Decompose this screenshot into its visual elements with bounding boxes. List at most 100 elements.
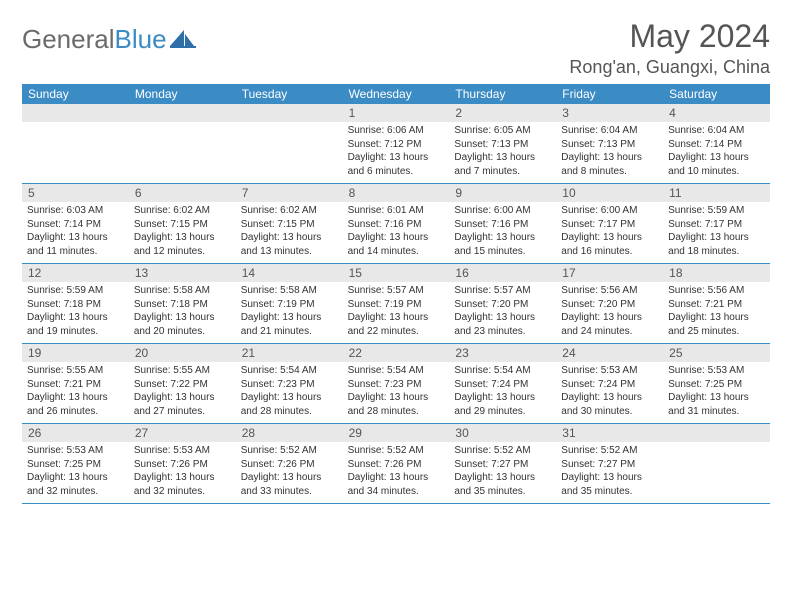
day-cell-line: and 30 minutes. — [561, 405, 658, 419]
day-cell: Sunrise: 5:55 AMSunset: 7:21 PMDaylight:… — [22, 362, 129, 423]
day-number: 6 — [129, 184, 236, 202]
day-cell-line: Daylight: 13 hours — [561, 151, 658, 165]
day-cell-line: Sunset: 7:17 PM — [668, 218, 765, 232]
day-cell-line: and 35 minutes. — [561, 485, 658, 499]
day-cell-line: and 26 minutes. — [27, 405, 124, 419]
day-cell-line: Sunrise: 5:52 AM — [241, 444, 338, 458]
day-cell-line: Daylight: 13 hours — [27, 471, 124, 485]
day-cell-line: and 19 minutes. — [27, 325, 124, 339]
day-cell-line: and 22 minutes. — [348, 325, 445, 339]
day-cell-line: Sunset: 7:15 PM — [134, 218, 231, 232]
day-cell-line: Daylight: 13 hours — [561, 231, 658, 245]
daynum-row: 19202122232425 — [22, 344, 770, 362]
day-cell: Sunrise: 5:55 AMSunset: 7:22 PMDaylight:… — [129, 362, 236, 423]
day-cell-line: Daylight: 13 hours — [454, 391, 551, 405]
day-cell: Sunrise: 5:59 AMSunset: 7:18 PMDaylight:… — [22, 282, 129, 343]
day-header-sun: Sunday — [22, 84, 129, 104]
day-cell-line: Sunrise: 6:06 AM — [348, 124, 445, 138]
day-cell: Sunrise: 5:59 AMSunset: 7:17 PMDaylight:… — [663, 202, 770, 263]
weeks-container: 1234Sunrise: 6:06 AMSunset: 7:12 PMDayli… — [22, 104, 770, 504]
day-number: 4 — [663, 104, 770, 122]
week-block: 1234Sunrise: 6:06 AMSunset: 7:12 PMDayli… — [22, 104, 770, 184]
day-cell: Sunrise: 5:52 AMSunset: 7:26 PMDaylight:… — [343, 442, 450, 503]
day-cell: Sunrise: 5:56 AMSunset: 7:21 PMDaylight:… — [663, 282, 770, 343]
day-cell-line: Daylight: 13 hours — [241, 471, 338, 485]
day-cell: Sunrise: 5:58 AMSunset: 7:18 PMDaylight:… — [129, 282, 236, 343]
day-cell: Sunrise: 5:52 AMSunset: 7:26 PMDaylight:… — [236, 442, 343, 503]
day-cell-line: Sunset: 7:27 PM — [454, 458, 551, 472]
day-header-wed: Wednesday — [343, 84, 450, 104]
day-cell-line: and 7 minutes. — [454, 165, 551, 179]
day-cell-line: and 35 minutes. — [454, 485, 551, 499]
day-cell-line: Sunrise: 5:54 AM — [241, 364, 338, 378]
day-cell-line: Sunrise: 5:58 AM — [134, 284, 231, 298]
day-cell-line: Daylight: 13 hours — [348, 311, 445, 325]
day-cell-line: and 8 minutes. — [561, 165, 658, 179]
day-number: 11 — [663, 184, 770, 202]
day-number: 29 — [343, 424, 450, 442]
day-number: 12 — [22, 264, 129, 282]
day-cell-line: Daylight: 13 hours — [561, 311, 658, 325]
day-cell-line: Sunrise: 5:57 AM — [348, 284, 445, 298]
day-cell-line: Daylight: 13 hours — [454, 151, 551, 165]
day-cell: Sunrise: 6:01 AMSunset: 7:16 PMDaylight:… — [343, 202, 450, 263]
day-cell-line: Sunrise: 6:04 AM — [561, 124, 658, 138]
day-cell-line: and 28 minutes. — [241, 405, 338, 419]
day-cell-line: and 33 minutes. — [241, 485, 338, 499]
day-header-fri: Friday — [556, 84, 663, 104]
day-cell-line: Daylight: 13 hours — [241, 391, 338, 405]
day-cell-line: Sunrise: 5:52 AM — [348, 444, 445, 458]
day-cell-line: and 27 minutes. — [134, 405, 231, 419]
day-cell-line: Sunset: 7:25 PM — [668, 378, 765, 392]
day-cell-line: Sunrise: 6:00 AM — [454, 204, 551, 218]
sail-icon — [170, 24, 196, 55]
day-cell-line: Daylight: 13 hours — [134, 471, 231, 485]
day-number: 16 — [449, 264, 556, 282]
day-cell-line: Sunrise: 5:55 AM — [27, 364, 124, 378]
day-cell-line: and 23 minutes. — [454, 325, 551, 339]
day-cell: Sunrise: 6:02 AMSunset: 7:15 PMDaylight:… — [236, 202, 343, 263]
day-number: 8 — [343, 184, 450, 202]
day-cell-line: Sunrise: 5:52 AM — [454, 444, 551, 458]
day-cell-line: Sunrise: 6:04 AM — [668, 124, 765, 138]
day-number: 1 — [343, 104, 450, 122]
daynum-row: 262728293031 — [22, 424, 770, 442]
day-cell-line: Sunrise: 6:05 AM — [454, 124, 551, 138]
day-number: 27 — [129, 424, 236, 442]
day-cell-line: Sunrise: 6:03 AM — [27, 204, 124, 218]
day-number — [663, 424, 770, 442]
day-cell-line: Sunset: 7:20 PM — [454, 298, 551, 312]
day-cell: Sunrise: 6:04 AMSunset: 7:14 PMDaylight:… — [663, 122, 770, 183]
day-number: 3 — [556, 104, 663, 122]
daynum-row: 1234 — [22, 104, 770, 122]
day-number: 13 — [129, 264, 236, 282]
day-cell-line: Sunset: 7:24 PM — [454, 378, 551, 392]
day-cell: Sunrise: 5:54 AMSunset: 7:24 PMDaylight:… — [449, 362, 556, 423]
day-cell-line: Sunset: 7:26 PM — [348, 458, 445, 472]
day-cell-line: Sunset: 7:17 PM — [561, 218, 658, 232]
day-cell-line: Sunset: 7:18 PM — [27, 298, 124, 312]
day-cell-line: Sunrise: 5:53 AM — [134, 444, 231, 458]
day-header-tue: Tuesday — [236, 84, 343, 104]
day-cell-line: and 21 minutes. — [241, 325, 338, 339]
day-cell: Sunrise: 5:52 AMSunset: 7:27 PMDaylight:… — [556, 442, 663, 503]
day-cell-line: Sunset: 7:23 PM — [348, 378, 445, 392]
day-number: 23 — [449, 344, 556, 362]
day-cell-line: Sunset: 7:21 PM — [668, 298, 765, 312]
day-cell-line: Sunrise: 6:02 AM — [241, 204, 338, 218]
day-number: 9 — [449, 184, 556, 202]
day-cell-line: Daylight: 13 hours — [668, 151, 765, 165]
day-number: 19 — [22, 344, 129, 362]
week-block: 19202122232425Sunrise: 5:55 AMSunset: 7:… — [22, 344, 770, 424]
week-row: Sunrise: 6:06 AMSunset: 7:12 PMDaylight:… — [22, 122, 770, 184]
week-row: Sunrise: 5:59 AMSunset: 7:18 PMDaylight:… — [22, 282, 770, 344]
day-cell-line: Daylight: 13 hours — [561, 471, 658, 485]
day-headers: Sunday Monday Tuesday Wednesday Thursday… — [22, 84, 770, 104]
day-cell-line: and 10 minutes. — [668, 165, 765, 179]
day-cell-line: Sunrise: 5:54 AM — [348, 364, 445, 378]
day-cell-line: Daylight: 13 hours — [348, 391, 445, 405]
day-number: 24 — [556, 344, 663, 362]
day-header-sat: Saturday — [663, 84, 770, 104]
day-cell-line: Sunset: 7:26 PM — [241, 458, 338, 472]
day-cell: Sunrise: 5:54 AMSunset: 7:23 PMDaylight:… — [343, 362, 450, 423]
